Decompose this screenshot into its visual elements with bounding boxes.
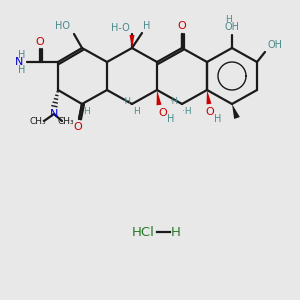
Text: O: O (74, 122, 82, 132)
Text: H-O: H-O (111, 23, 129, 33)
Text: OH: OH (224, 22, 239, 32)
Text: ·H: ·H (182, 106, 192, 116)
Polygon shape (232, 104, 240, 119)
Text: CH₃: CH₃ (58, 118, 74, 127)
Text: N: N (15, 57, 23, 67)
Text: H: H (18, 50, 26, 60)
Text: O: O (36, 37, 44, 47)
Polygon shape (130, 35, 134, 48)
Text: H: H (84, 106, 90, 116)
Text: HCl: HCl (132, 226, 154, 238)
Text: ·H: ·H (122, 97, 131, 106)
Text: H: H (226, 16, 232, 25)
Polygon shape (206, 90, 211, 104)
Polygon shape (157, 90, 161, 105)
Text: N: N (50, 109, 58, 119)
Text: H: H (134, 106, 140, 116)
Text: O: O (159, 108, 167, 118)
Text: O: O (178, 21, 186, 31)
Text: ·H: ·H (169, 97, 178, 106)
Text: OH: OH (268, 40, 283, 50)
Text: H: H (167, 114, 175, 124)
Text: O: O (206, 107, 214, 117)
Text: H: H (18, 65, 26, 75)
Text: H: H (143, 21, 151, 31)
Text: CH₃: CH₃ (30, 118, 46, 127)
Text: H: H (171, 226, 181, 238)
Text: HO: HO (55, 21, 70, 31)
Text: H: H (214, 114, 222, 124)
